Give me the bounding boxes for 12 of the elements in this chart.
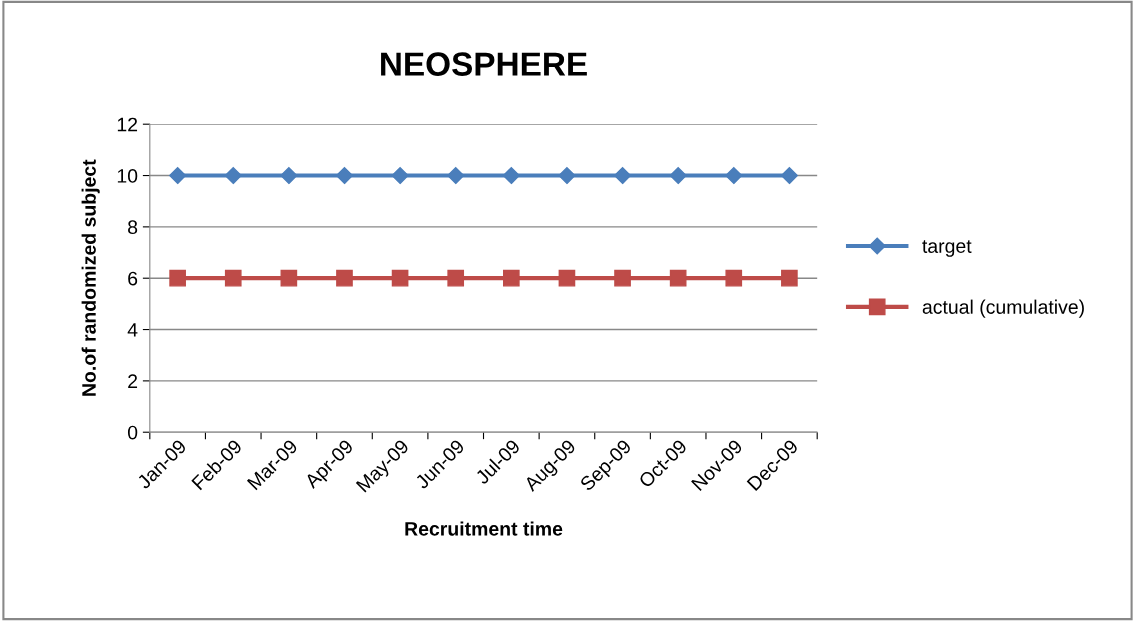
y-tick-label: 6 (128, 271, 138, 286)
y-tick-label: 10 (117, 169, 138, 183)
y-tick-label: 12 (117, 117, 138, 132)
y-tick-label: 0 (127, 425, 138, 440)
chart-title: NEOSPHERE (381, 52, 587, 76)
y-tick-label: 8 (128, 220, 138, 235)
x-axis-title: Recruitment time (405, 521, 563, 536)
y-tick-label: 4 (127, 323, 138, 337)
legend-label: target (922, 240, 972, 257)
y-axis-title: No.of randomized subject (81, 159, 100, 396)
legend-label: actual (cumulative) (922, 299, 1084, 318)
y-tick-label: 2 (128, 374, 138, 388)
